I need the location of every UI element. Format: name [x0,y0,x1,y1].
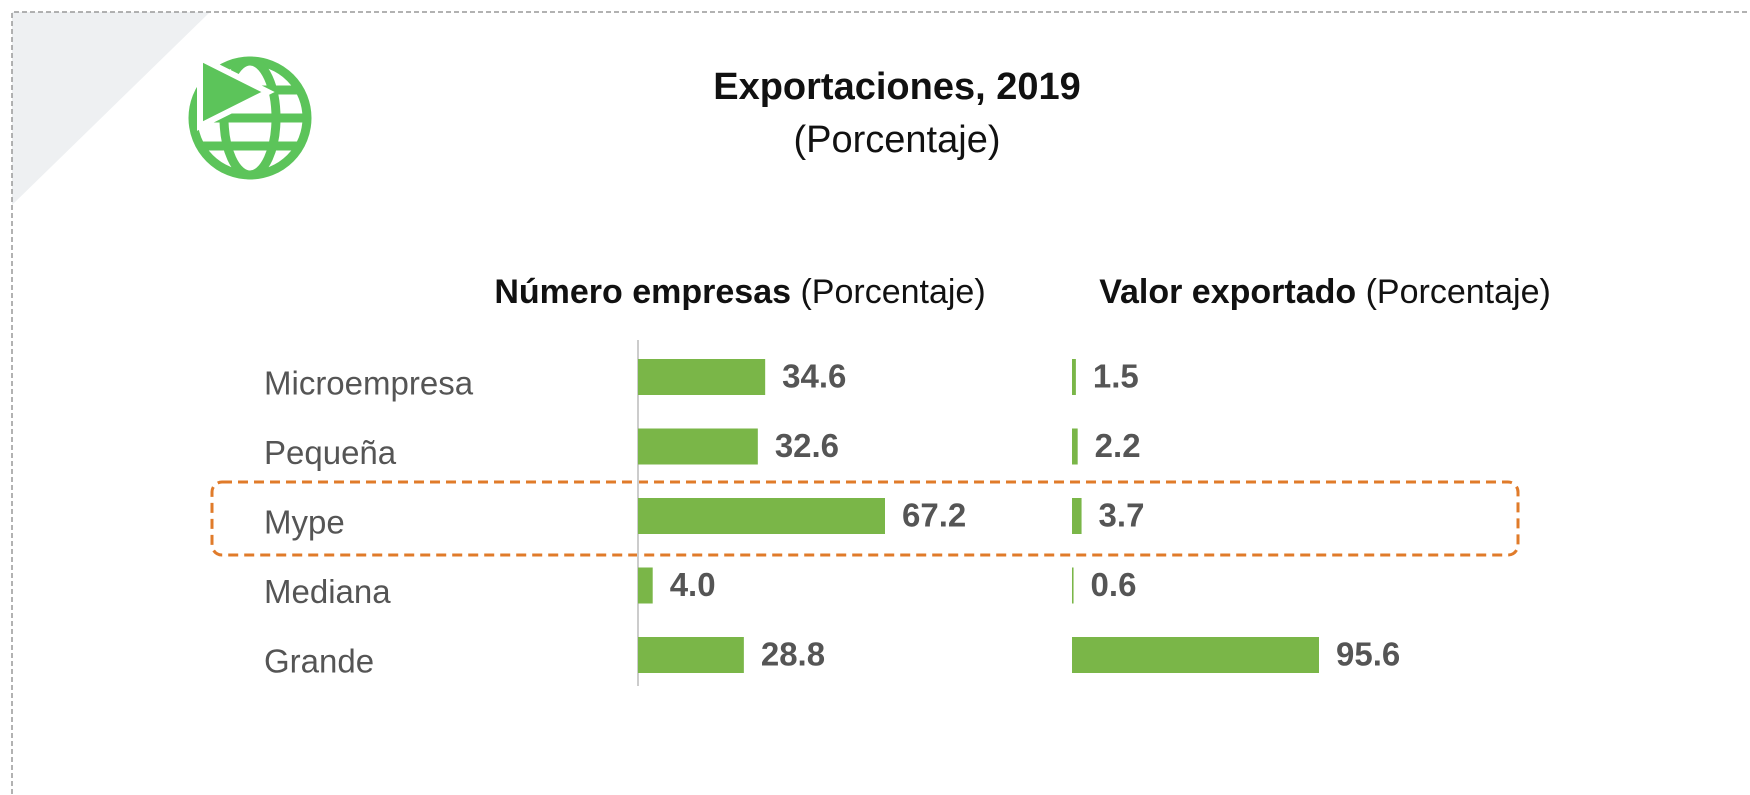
value-label: 3.7 [1099,497,1145,534]
panel-header: Número empresas (Porcentaje) [494,273,985,311]
panel-header: Valor exportado (Porcentaje) [1099,273,1551,311]
value-label: 0.6 [1091,566,1137,603]
value-label: 34.6 [782,358,846,395]
highlight-box [210,480,1520,557]
bar [638,498,885,534]
panel-header-unit: (Porcentaje) [800,273,985,311]
value-label: 32.6 [775,427,839,464]
value-label: 1.5 [1093,358,1139,395]
bar [638,359,766,395]
bar [638,428,758,465]
bar [1072,359,1076,395]
panel-header-unit: (Porcentaje) [1366,273,1551,311]
category-label: Pequeña [264,434,397,471]
value-label: 95.6 [1336,636,1400,673]
bar [1072,428,1078,465]
corner-decoration [12,12,210,205]
bar [1072,567,1074,604]
bar [1072,498,1082,534]
bar [1072,637,1319,673]
value-label: 4.0 [670,566,716,603]
category-label: Mediana [264,573,391,610]
frame [11,11,1749,794]
value-label: 67.2 [902,497,966,534]
bar [638,637,744,673]
globe-icon [188,53,312,180]
value-label: 28.8 [761,636,825,673]
bar [638,567,653,604]
category-label: Grande [264,643,374,680]
category-label: Microempresa [264,365,474,402]
chart-title: Exportaciones, 2019 [713,66,1081,108]
panel-header-name: Número empresas [494,273,791,311]
panel-header-name: Valor exportado [1099,273,1356,311]
chart-subtitle: (Porcentaje) [794,119,1001,161]
value-label: 2.2 [1095,427,1141,464]
category-label: Mype [264,504,345,541]
